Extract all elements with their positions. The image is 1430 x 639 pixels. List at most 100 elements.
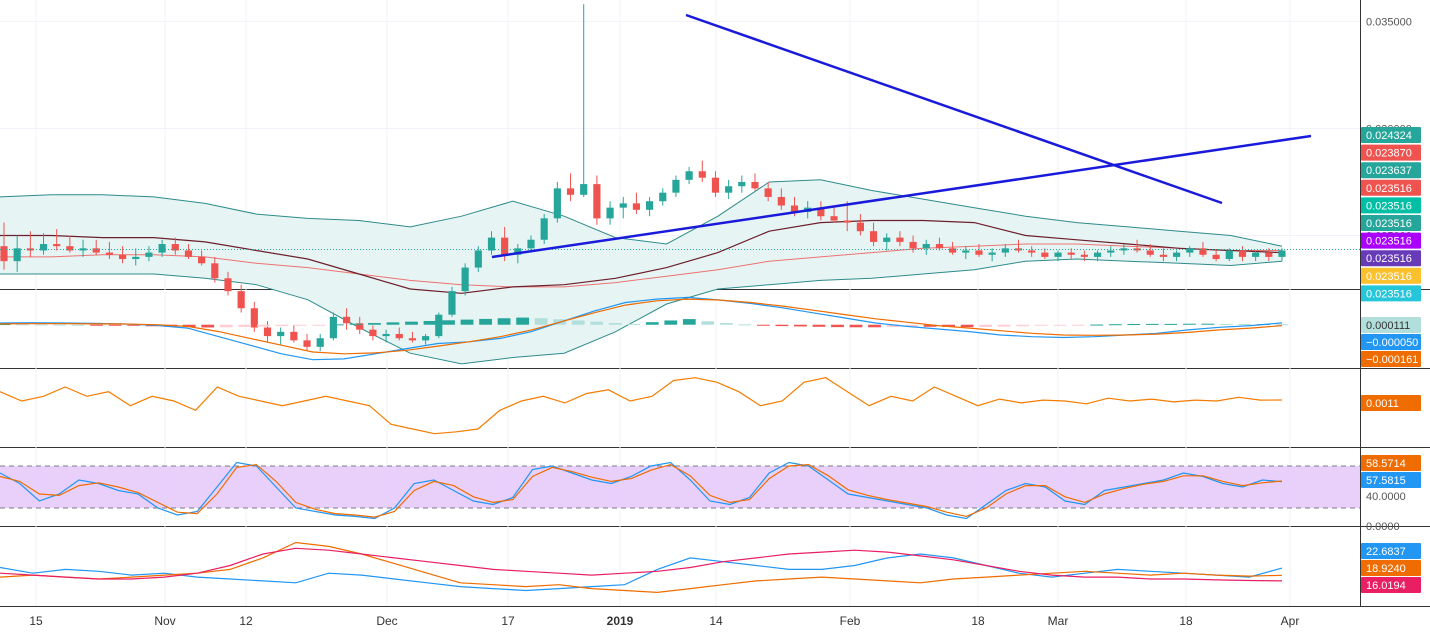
candle-body[interactable] <box>527 239 535 249</box>
candle-body[interactable] <box>817 207 825 217</box>
candle-body[interactable] <box>1001 248 1009 253</box>
candle-body[interactable] <box>422 336 430 341</box>
price-axis[interactable]: 0.0350000.0300000.0250000.0243240.023870… <box>1361 16 1421 593</box>
ascending-trendline[interactable] <box>491 134 1312 259</box>
candle-body[interactable] <box>685 171 693 180</box>
candle-body[interactable] <box>553 188 561 219</box>
candle-body[interactable] <box>145 252 153 257</box>
candle-body[interactable] <box>474 250 482 268</box>
candle-body[interactable] <box>435 314 443 337</box>
candle-body[interactable] <box>158 244 166 253</box>
candle-body[interactable] <box>790 205 799 212</box>
candle-body[interactable] <box>303 340 311 347</box>
candle-body[interactable] <box>382 333 390 337</box>
candle-body[interactable] <box>856 222 864 232</box>
candle-body[interactable] <box>514 248 522 255</box>
candle-body[interactable] <box>1173 252 1181 257</box>
price-value-label[interactable]: 0.023516 <box>1361 267 1421 284</box>
candle-body[interactable] <box>198 256 206 264</box>
candle-body[interactable] <box>896 237 904 242</box>
candle-body[interactable] <box>725 186 733 193</box>
candle-body[interactable] <box>13 248 21 262</box>
candle-body[interactable] <box>935 244 944 249</box>
candle-body[interactable] <box>711 177 720 193</box>
candle-body[interactable] <box>105 252 113 255</box>
candle-body[interactable] <box>263 327 272 337</box>
macd-value-label[interactable]: −0.000161 <box>1361 351 1421 367</box>
candle-body[interactable] <box>1159 254 1168 257</box>
candle-body[interactable] <box>632 203 640 210</box>
candle-body[interactable] <box>1252 252 1260 257</box>
dmi-pane[interactable] <box>0 541 1283 594</box>
candle-body[interactable] <box>606 207 614 219</box>
candle-body[interactable] <box>118 254 127 260</box>
candle-body[interactable] <box>277 331 285 337</box>
candle-body[interactable] <box>646 201 654 210</box>
time-axis[interactable]: 15 Nov 12 Dec 17 2019 14 Feb 18 Mar 18 Apr <box>29 614 1299 628</box>
macd-value-label[interactable]: 0.000111 <box>1361 317 1421 333</box>
price-value-label[interactable]: 0.023516 <box>1361 215 1421 231</box>
macd-value-label[interactable]: −0.000050 <box>1361 334 1421 350</box>
candle-body[interactable] <box>224 278 232 292</box>
price-value-label[interactable]: 0.024324 <box>1361 127 1421 143</box>
candle-body[interactable] <box>408 338 417 341</box>
price-value-label[interactable]: 0.023870 <box>1361 144 1421 161</box>
price-value-label[interactable]: 0.023516 <box>1361 285 1421 302</box>
candle-body[interactable] <box>39 244 48 251</box>
price-value-label[interactable]: 0.023516 <box>1361 250 1421 267</box>
macd-pane[interactable] <box>0 296 1289 361</box>
candle-body[interactable] <box>53 244 61 247</box>
candle-body[interactable] <box>0 246 8 262</box>
candle-body[interactable] <box>672 179 680 193</box>
candle-body[interactable] <box>184 250 193 257</box>
candle-body[interactable] <box>909 241 917 249</box>
candle-body[interactable] <box>619 203 627 208</box>
candle-body[interactable] <box>962 250 970 253</box>
candle-body[interactable] <box>883 237 891 242</box>
oscillator-pane[interactable] <box>0 377 1283 435</box>
candle-body[interactable] <box>1146 250 1154 255</box>
candle-body[interactable] <box>1107 250 1115 253</box>
candle-body[interactable] <box>1054 252 1062 257</box>
candle-body[interactable] <box>1028 250 1036 253</box>
candle-body[interactable] <box>1041 252 1049 257</box>
candle-body[interactable] <box>329 316 337 339</box>
dmi-value-label[interactable]: 16.0194 <box>1361 577 1421 593</box>
candle-body[interactable] <box>92 248 100 253</box>
candle-body[interactable] <box>843 220 851 223</box>
candle-body[interactable] <box>66 246 74 251</box>
price-value-label[interactable]: 0.023516 <box>1361 232 1421 249</box>
candle-body[interactable] <box>593 184 601 219</box>
candle-body[interactable] <box>540 218 548 240</box>
stochastic-value-label[interactable]: 40.0000 <box>1366 491 1406 503</box>
candle-body[interactable] <box>659 192 667 202</box>
price-pane[interactable] <box>0 4 1360 365</box>
candle-body[interactable] <box>1278 250 1286 257</box>
candle-body[interactable] <box>922 244 930 249</box>
price-value-label[interactable]: 0.023637 <box>1361 162 1421 179</box>
descending-trendline[interactable] <box>685 13 1223 205</box>
candle-body[interactable] <box>356 323 364 330</box>
candle-body[interactable] <box>988 252 996 255</box>
candle-body[interactable] <box>830 216 838 221</box>
candle-body[interactable] <box>1199 248 1207 255</box>
candle-body[interactable] <box>738 181 746 187</box>
candle-body[interactable] <box>698 171 706 178</box>
candle-body[interactable] <box>211 263 219 279</box>
candle-body[interactable] <box>1093 252 1102 257</box>
candle-body[interactable] <box>869 231 878 242</box>
stochastic-value-label[interactable]: 0.0000 <box>1366 521 1400 533</box>
candle-body[interactable] <box>237 291 245 309</box>
stochastic-value-label[interactable]: 57.5815 <box>1361 472 1421 488</box>
candle-body[interactable] <box>316 338 324 347</box>
candle-body[interactable] <box>566 188 575 195</box>
stochastic-pane[interactable] <box>0 461 1360 520</box>
candle-body[interactable] <box>764 188 772 197</box>
candle-body[interactable] <box>448 291 456 315</box>
candle-body[interactable] <box>79 248 87 251</box>
candle-body[interactable] <box>395 333 403 339</box>
candle-body[interactable] <box>171 244 179 251</box>
dmi-value-label[interactable]: 22.6837 <box>1361 543 1421 559</box>
candle-body[interactable] <box>1120 248 1128 251</box>
candle-body[interactable] <box>1238 250 1247 257</box>
